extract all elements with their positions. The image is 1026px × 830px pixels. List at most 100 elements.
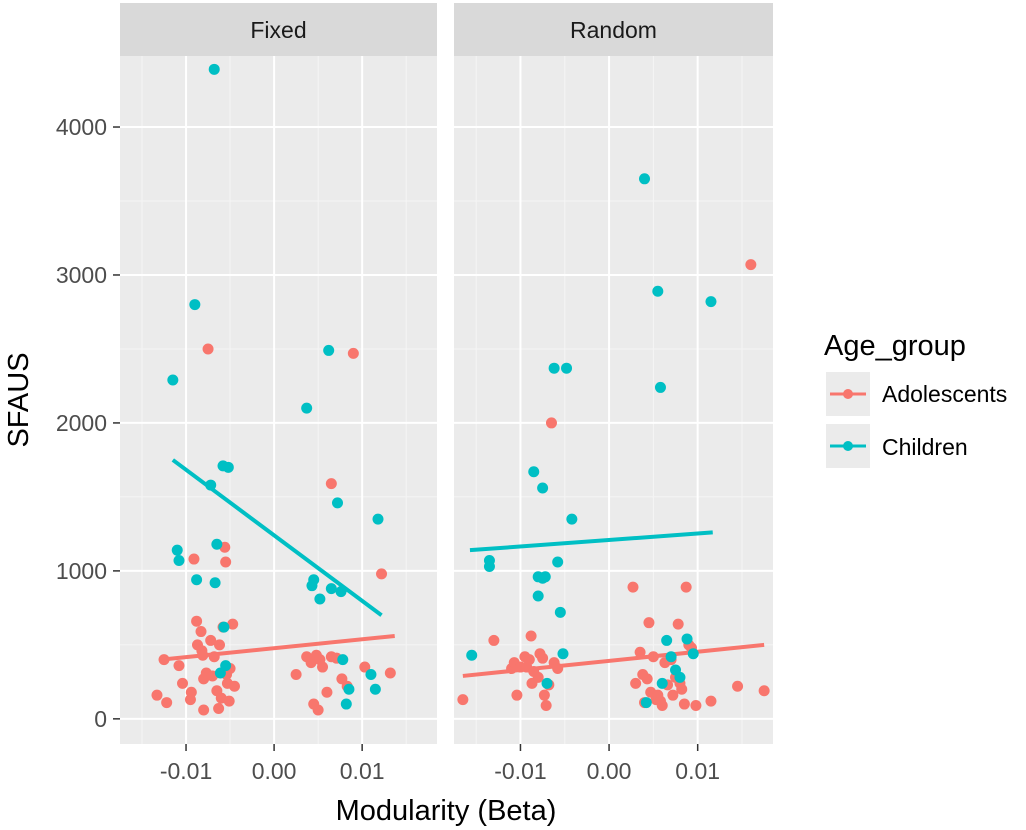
- data-point-random-adolescents: [745, 259, 757, 271]
- data-point-fixed-adolescents: [347, 347, 359, 359]
- data-point-random-adolescents: [676, 683, 688, 695]
- data-point-fixed-adolescents: [197, 649, 209, 661]
- data-point-random-adolescents: [488, 634, 500, 646]
- data-point-fixed-children: [191, 574, 203, 586]
- data-point-random-children: [554, 606, 566, 618]
- data-point-random-adolescents: [732, 680, 744, 692]
- data-point-random-adolescents: [643, 617, 655, 629]
- legend-title: Age_group: [824, 330, 966, 362]
- panel-fixed-strip: [120, 3, 437, 56]
- data-point-fixed-children: [209, 577, 221, 589]
- data-point-fixed-children: [218, 621, 230, 633]
- data-point-fixed-adolescents: [177, 677, 189, 689]
- y-tick-label: 1000: [56, 558, 107, 584]
- y-axis-title: SFAUS: [3, 352, 35, 447]
- data-point-fixed-adolescents: [195, 626, 207, 638]
- x-tick-label: 0.00: [252, 758, 297, 784]
- data-point-fixed-adolescents: [223, 695, 235, 707]
- panel-fixed-plot-area: [120, 56, 437, 744]
- data-point-fixed-children: [308, 574, 320, 586]
- data-point-fixed-adolescents: [228, 680, 240, 692]
- data-point-random-adolescents: [758, 685, 770, 697]
- data-point-fixed-adolescents: [198, 704, 210, 716]
- data-point-random-children: [532, 590, 544, 602]
- data-point-fixed-children: [222, 461, 234, 473]
- panel-random-title: Random: [570, 17, 657, 43]
- data-point-fixed-children: [343, 683, 355, 695]
- data-point-random-adolescents: [532, 671, 544, 683]
- x-tick-label: -0.01: [160, 758, 212, 784]
- y-tick-label: 0: [94, 706, 107, 732]
- legend-label-adolescents: Adolescents: [882, 381, 1007, 407]
- data-point-fixed-adolescents: [214, 639, 226, 651]
- x-tick-label: 0.01: [675, 758, 720, 784]
- data-point-random-adolescents: [678, 698, 690, 710]
- data-point-random-adolescents: [627, 581, 639, 593]
- data-point-fixed-children: [365, 668, 377, 680]
- data-point-fixed-children: [171, 544, 183, 556]
- data-point-random-adolescents: [680, 581, 692, 593]
- data-point-random-adolescents: [537, 652, 549, 664]
- data-point-fixed-children: [331, 497, 343, 509]
- data-point-fixed-children: [189, 299, 201, 311]
- data-point-random-children: [640, 697, 652, 709]
- data-point-random-adolescents: [552, 663, 564, 675]
- data-point-fixed-adolescents: [312, 704, 324, 716]
- data-point-random-children: [687, 648, 699, 660]
- panel-random-strip: [454, 3, 773, 56]
- data-point-fixed-children: [372, 513, 384, 525]
- data-point-fixed-adolescents: [220, 556, 232, 568]
- data-point-fixed-children: [173, 555, 185, 567]
- data-point-random-children: [656, 677, 668, 689]
- data-point-random-adolescents: [656, 700, 668, 712]
- x-tick-label: 0.00: [587, 758, 632, 784]
- data-point-fixed-children: [369, 683, 381, 695]
- y-tick-label: 2000: [56, 410, 107, 436]
- data-point-fixed-adolescents: [151, 689, 163, 701]
- data-point-fixed-adolescents: [188, 553, 200, 565]
- data-point-fixed-adolescents: [213, 702, 225, 714]
- data-point-fixed-adolescents: [185, 686, 197, 698]
- data-point-fixed-children: [340, 698, 352, 710]
- data-point-random-adolescents: [545, 417, 557, 429]
- data-point-fixed-children: [314, 593, 326, 605]
- data-point-random-adolescents: [525, 630, 537, 642]
- data-point-random-adolescents: [667, 689, 679, 701]
- data-point-fixed-adolescents: [376, 568, 388, 580]
- fit-line-random-children: [469, 530, 713, 553]
- data-point-random-children: [537, 482, 549, 494]
- data-point-fixed-children: [205, 479, 217, 491]
- x-tick-label: 0.01: [340, 758, 385, 784]
- data-point-random-children: [483, 560, 495, 572]
- data-point-random-adolescents: [511, 689, 523, 701]
- data-point-random-adolescents: [630, 677, 642, 689]
- data-point-fixed-children: [167, 374, 179, 386]
- data-point-random-children: [466, 649, 478, 661]
- data-point-fixed-adolescents: [158, 654, 170, 666]
- data-point-fixed-adolescents: [173, 660, 185, 672]
- data-point-random-adolescents: [647, 651, 659, 663]
- data-point-random-adolescents: [538, 689, 550, 701]
- x-tick-label: -0.01: [494, 758, 546, 784]
- data-point-fixed-children: [301, 402, 313, 414]
- data-point-random-children: [566, 513, 578, 525]
- data-point-fixed-adolescents: [359, 661, 371, 673]
- data-point-random-adolescents: [523, 654, 535, 666]
- data-point-random-adolescents: [457, 694, 469, 706]
- data-point-random-adolescents: [634, 646, 646, 658]
- data-point-fixed-children: [335, 586, 347, 598]
- data-point-fixed-children: [211, 538, 223, 550]
- legend-key-adolescents-point: [843, 389, 853, 399]
- data-point-random-children: [665, 651, 677, 663]
- data-point-random-children: [705, 296, 717, 308]
- data-point-fixed-children: [337, 654, 349, 666]
- data-point-fixed-adolescents: [325, 478, 337, 490]
- data-point-fixed-adolescents: [321, 686, 333, 698]
- data-point-random-children: [661, 634, 673, 646]
- data-point-fixed-adolescents: [202, 343, 214, 355]
- data-point-random-children: [652, 285, 664, 297]
- data-point-fixed-children: [208, 63, 220, 75]
- data-point-random-children: [561, 362, 573, 374]
- data-point-random-children: [654, 381, 666, 393]
